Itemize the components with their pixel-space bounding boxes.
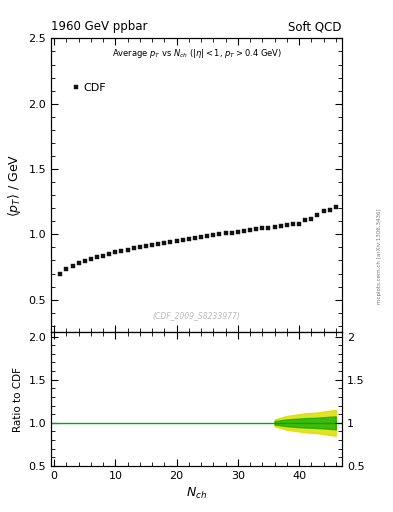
Line: CDF: CDF <box>58 204 338 276</box>
CDF <box>272 224 277 230</box>
CDF <box>101 252 105 259</box>
CDF <box>260 225 264 231</box>
CDF <box>230 229 234 236</box>
CDF <box>131 245 136 251</box>
CDF <box>150 242 154 248</box>
CDF <box>168 239 173 245</box>
CDF <box>235 229 240 235</box>
CDF <box>174 238 179 244</box>
Text: 1960 GeV ppbar: 1960 GeV ppbar <box>51 20 148 33</box>
CDF <box>217 231 222 237</box>
CDF <box>205 233 209 239</box>
CDF <box>321 208 326 215</box>
CDF <box>211 232 216 238</box>
CDF <box>107 251 112 257</box>
Y-axis label: $\langle p_T \rangle$ / GeV: $\langle p_T \rangle$ / GeV <box>6 154 23 217</box>
CDF <box>70 263 75 269</box>
Text: Average $p_T$ vs $N_{ch}$ ($|\eta| < 1$, $p_T > 0.4$ GeV): Average $p_T$ vs $N_{ch}$ ($|\eta| < 1$,… <box>112 47 281 60</box>
CDF <box>242 228 246 234</box>
CDF <box>143 243 148 249</box>
CDF <box>223 230 228 237</box>
CDF <box>95 254 99 260</box>
CDF <box>285 222 289 228</box>
CDF <box>180 237 185 243</box>
CDF <box>138 244 142 250</box>
CDF <box>88 256 93 262</box>
CDF <box>76 260 81 266</box>
CDF <box>156 241 161 247</box>
CDF <box>125 247 130 253</box>
CDF <box>83 258 87 264</box>
CDF <box>254 226 259 232</box>
CDF <box>278 223 283 229</box>
CDF <box>266 224 271 230</box>
Text: Soft QCD: Soft QCD <box>288 20 342 33</box>
CDF <box>64 266 69 272</box>
Legend: CDF: CDF <box>68 79 110 96</box>
Y-axis label: Ratio to CDF: Ratio to CDF <box>13 367 23 432</box>
CDF <box>199 234 204 240</box>
CDF <box>58 271 62 277</box>
CDF <box>162 240 167 246</box>
CDF <box>193 235 197 241</box>
CDF <box>303 217 308 223</box>
CDF <box>113 249 118 255</box>
CDF <box>333 204 338 210</box>
CDF <box>248 227 252 233</box>
X-axis label: $N_{ch}$: $N_{ch}$ <box>186 486 207 501</box>
CDF <box>119 248 124 254</box>
CDF <box>187 236 191 242</box>
CDF <box>315 212 320 219</box>
CDF <box>327 206 332 212</box>
Text: (CDF_2009_S8233977): (CDF_2009_S8233977) <box>152 312 241 321</box>
CDF <box>309 216 314 222</box>
Text: mcplots.cern.ch [arXiv:1306.3436]: mcplots.cern.ch [arXiv:1306.3436] <box>377 208 382 304</box>
CDF <box>290 221 295 227</box>
CDF <box>297 221 301 227</box>
